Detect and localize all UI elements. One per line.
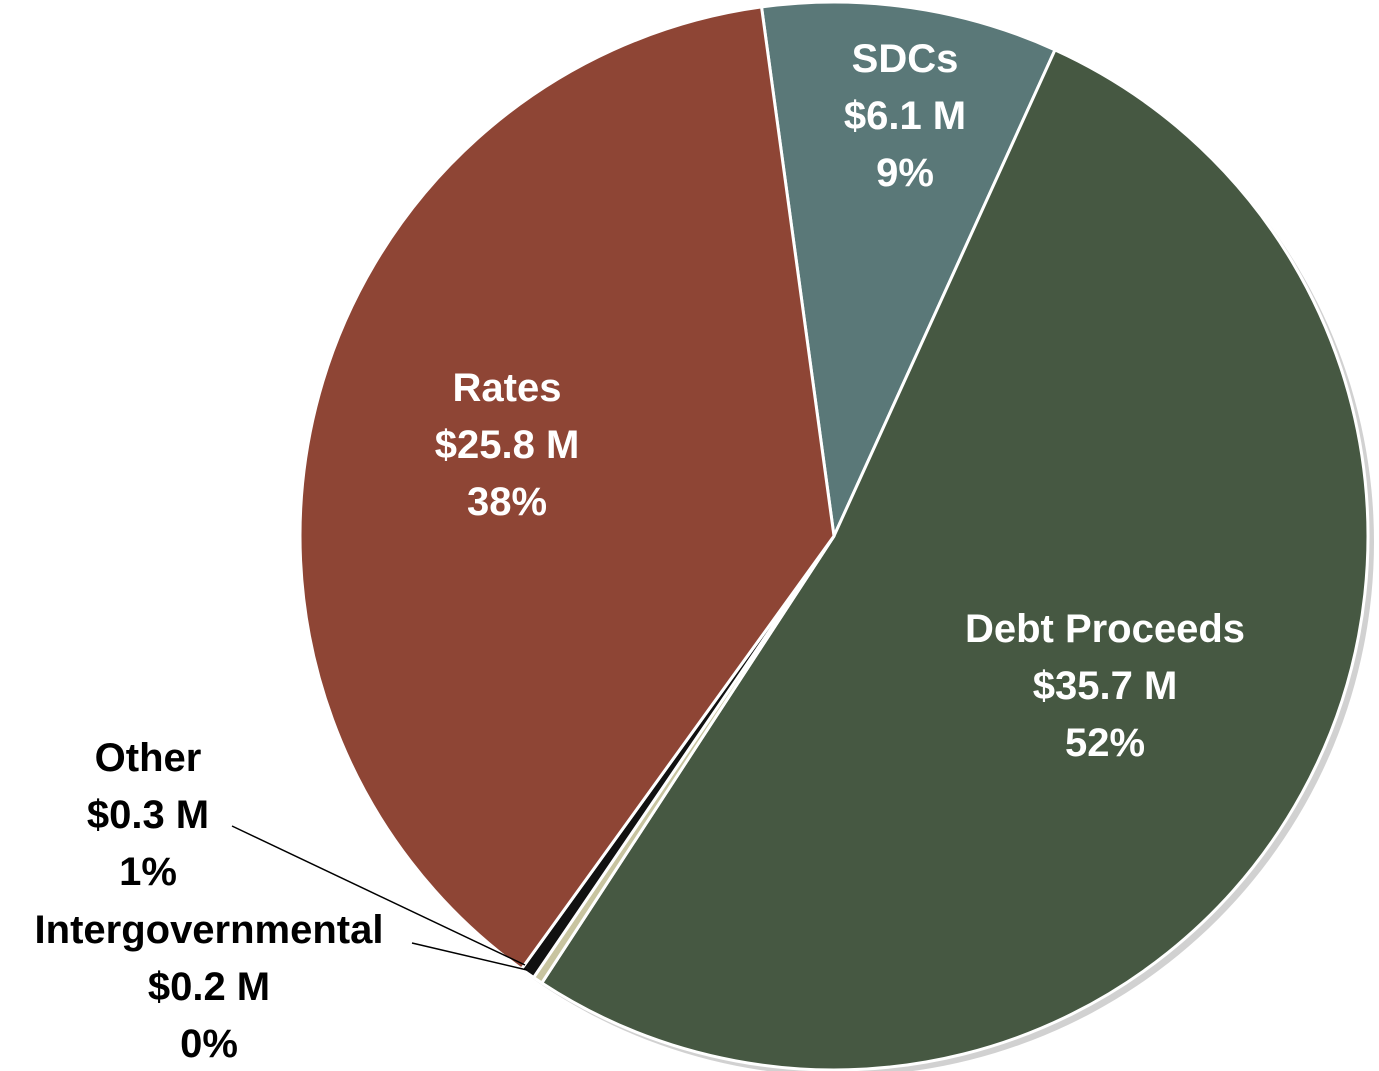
- slice-value: $35.7 M: [1033, 664, 1178, 708]
- slice-percent: 1%: [119, 850, 177, 894]
- slice-percent: 0%: [180, 1022, 238, 1066]
- pie-slice-debt-proceeds: [540, 48, 1370, 1071]
- data-label-rates: Rates $25.8 M 38%: [435, 366, 580, 524]
- pie-slice-rates: [298, 5, 836, 971]
- slice-value: $0.3 M: [87, 793, 209, 837]
- leader-line-other: [231, 825, 526, 966]
- data-label-other: Other $0.3 M 1%: [87, 736, 209, 894]
- data-label-sdcs: SDCs $6.1 M 9%: [844, 37, 966, 195]
- slice-name: Debt Proceeds: [965, 607, 1245, 651]
- slice-value: $25.8 M: [435, 423, 580, 467]
- leader-line-intergovernmental: [411, 942, 528, 971]
- slice-name: Rates: [453, 366, 562, 410]
- pie-slice-sdcs: [760, 0, 1057, 538]
- slice-name: SDCs: [852, 37, 959, 81]
- slice-percent: 52%: [1065, 721, 1145, 765]
- slice-name: Intergovernmental: [35, 908, 384, 952]
- data-label-intergovernmental: Intergovernmental $0.2 M 0%: [35, 908, 384, 1066]
- data-label-debt-proceeds: Debt Proceeds $35.7 M 52%: [965, 607, 1245, 765]
- slice-name: Other: [95, 736, 202, 780]
- slice-percent: 38%: [467, 480, 547, 524]
- slice-value: $0.2 M: [148, 965, 270, 1009]
- slice-percent: 9%: [876, 151, 934, 195]
- slice-value: $6.1 M: [844, 94, 966, 138]
